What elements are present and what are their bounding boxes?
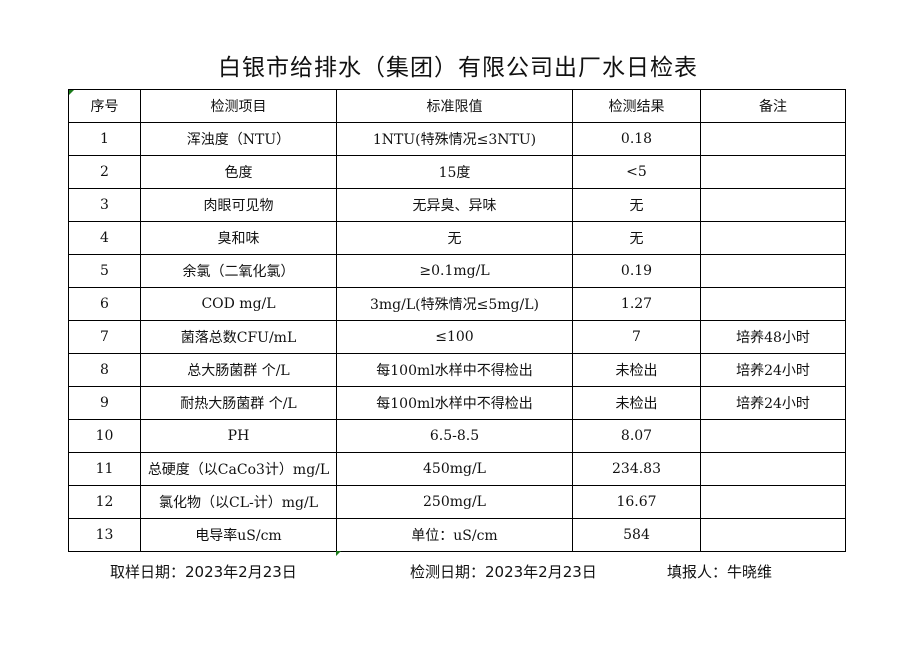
page-title: 白银市给排水（集团）有限公司出厂水日检表 <box>218 55 698 81</box>
cell-standard: ≤100 <box>336 320 573 354</box>
cell-standard: 15度 <box>336 155 573 189</box>
test-date: 检测日期：2023年2月23日 <box>410 563 597 581</box>
cell-standard: 每100ml水样中不得检出 <box>336 353 573 387</box>
header-result: 检测结果 <box>572 89 701 123</box>
cell-remark <box>700 518 846 552</box>
cell-marker <box>69 90 74 95</box>
cell-result: 1.27 <box>572 287 701 321</box>
cell-standard: 6.5-8.5 <box>336 419 573 453</box>
table-row: 7 菌落总数CFU/mL ≤100 7 培养48小时 <box>68 320 846 354</box>
table-row: 6 COD mg/L 3mg/L(特殊情况≤5mg/L) 1.27 <box>68 287 846 321</box>
cell-remark <box>700 155 846 189</box>
cell-result: 584 <box>572 518 701 552</box>
table-row: 10 PH 6.5-8.5 8.07 <box>68 419 846 453</box>
cell-item: 肉眼可见物 <box>140 188 337 222</box>
cell-result: 0.19 <box>572 254 701 288</box>
cell-result: 无 <box>572 221 701 255</box>
cell-index: 12 <box>68 485 141 519</box>
cell-standard: 250mg/L <box>336 485 573 519</box>
table-row: 3 肉眼可见物 无异臭、异味无 <box>68 188 846 222</box>
cell-result: 234.83 <box>572 452 701 486</box>
cell-result: 未检出 <box>572 386 701 420</box>
cell-item: 总硬度（以CaCo3计）mg/L <box>140 452 337 486</box>
cell-standard: ≥0.1mg/L <box>336 254 573 288</box>
table-row: 1 浑浊度（NTU） 1NTU(特殊情况≤3NTU) 0.18 <box>68 122 846 156</box>
header-standard: 标准限值 <box>336 89 573 123</box>
cell-item: PH <box>140 419 337 453</box>
cell-item: 氯化物（以CL-计）mg/L <box>140 485 337 519</box>
cell-index: 3 <box>68 188 141 222</box>
cell-result: 16.67 <box>572 485 701 519</box>
cell-index: 6 <box>68 287 141 321</box>
cell-index: 11 <box>68 452 141 486</box>
header-row: 序号 检测项目 标准限值 检测结果 备注 <box>68 89 846 123</box>
cell-index: 9 <box>68 386 141 420</box>
cell-remark <box>700 254 846 288</box>
cell-index: 1 <box>68 122 141 156</box>
cell-standard: 每100ml水样中不得检出 <box>336 386 573 420</box>
cell-index: 5 <box>68 254 141 288</box>
cell-marker <box>336 551 341 556</box>
cell-standard: 450mg/L <box>336 452 573 486</box>
cell-item: COD mg/L <box>140 287 337 321</box>
cell-result: 8.07 <box>572 419 701 453</box>
header-index: 序号 <box>68 89 141 123</box>
cell-item: 菌落总数CFU/mL <box>140 320 337 354</box>
cell-standard: 3mg/L(特殊情况≤5mg/L) <box>336 287 573 321</box>
cell-result: 0.18 <box>572 122 701 156</box>
table-row: 2 色度 15度 <5 <box>68 155 846 189</box>
cell-index: 10 <box>68 419 141 453</box>
cell-standard: 单位：uS/cm <box>336 518 573 552</box>
cell-remark <box>700 452 846 486</box>
table-row: 9 耐热大肠菌群 个/L 每100ml水样中不得检出 未检出 培养24小时 <box>68 386 846 420</box>
table-row: 11 总硬度（以CaCo3计）mg/L 450mg/L 234.83 <box>68 452 846 486</box>
cell-index: 8 <box>68 353 141 387</box>
cell-index: 7 <box>68 320 141 354</box>
cell-remark: 培养24小时 <box>700 386 846 420</box>
cell-item: 臭和味 <box>140 221 337 255</box>
cell-result: 无 <box>572 188 701 222</box>
table-row: 5 余氯（二氧化氯） ≥0.1mg/L 0.19 <box>68 254 846 288</box>
cell-item: 浑浊度（NTU） <box>140 122 337 156</box>
cell-index: 2 <box>68 155 141 189</box>
cell-standard: 无 <box>336 221 573 255</box>
cell-result: 未检出 <box>572 353 701 387</box>
water-quality-table: 序号 检测项目 标准限值 检测结果 备注 1 浑浊度（NTU） 1NTU(特殊情况≤3NTU)… <box>68 89 846 552</box>
cell-item: 余氯（二氧化氯） <box>140 254 337 288</box>
table-row: 8 总大肠菌群 个/L 每100ml水样中不得检出 未检出 培养24小时 <box>68 353 846 387</box>
sampling-date: 取样日期：2023年2月23日 <box>110 563 297 581</box>
cell-result: <5 <box>572 155 701 189</box>
cell-item: 总大肠菌群 个/L <box>140 353 337 387</box>
cell-item: 电导率uS/cm <box>140 518 337 552</box>
header-item: 检测项目 <box>140 89 337 123</box>
reporter: 填报人：牛晓维 <box>667 563 773 581</box>
cell-remark <box>700 221 846 255</box>
header-remark: 备注 <box>700 89 846 123</box>
cell-result: 7 <box>572 320 701 354</box>
cell-remark <box>700 287 846 321</box>
cell-standard: 1NTU(特殊情况≤3NTU) <box>336 122 573 156</box>
cell-item: 耐热大肠菌群 个/L <box>140 386 337 420</box>
cell-remark <box>700 419 846 453</box>
cell-remark: 培养48小时 <box>700 320 846 354</box>
cell-index: 13 <box>68 518 141 552</box>
cell-remark <box>700 122 846 156</box>
table-row: 13 电导率uS/cm 单位：uS/cm 584 <box>68 518 846 552</box>
cell-index: 4 <box>68 221 141 255</box>
cell-remark <box>700 485 846 519</box>
table-row: 4 臭和味无无 <box>68 221 846 255</box>
cell-remark: 培养24小时 <box>700 353 846 387</box>
table-row: 12 氯化物（以CL-计）mg/L 250mg/L 16.67 <box>68 485 846 519</box>
cell-remark <box>700 188 846 222</box>
cell-item: 色度 <box>140 155 337 189</box>
cell-standard: 无异臭、异味 <box>336 188 573 222</box>
